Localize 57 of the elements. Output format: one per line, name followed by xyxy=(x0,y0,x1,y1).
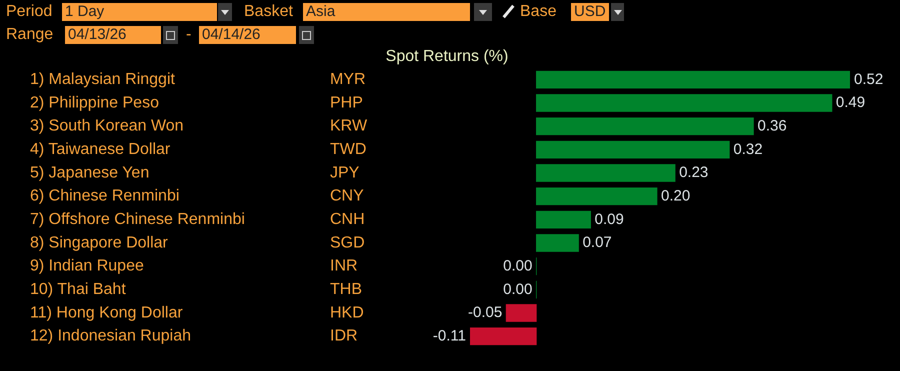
data-label: 0.00 xyxy=(503,280,532,298)
text: 04/13/26 xyxy=(65,26,161,44)
bar xyxy=(536,234,579,252)
y-tick-label: 11) Hong Kong Dollar xyxy=(30,304,184,322)
y2-tick-label: JPY xyxy=(330,164,360,182)
y2-tick-label: MYR xyxy=(330,71,366,88)
y-tick-label: 3) South Korean Won xyxy=(30,118,184,135)
bar xyxy=(470,328,537,346)
y2-tick-label: INR xyxy=(330,258,358,275)
bar xyxy=(536,140,730,158)
y-tick-label: 2) Philippine Peso xyxy=(30,94,160,112)
y2-tick-label: PHP xyxy=(330,94,363,112)
bar xyxy=(536,70,850,88)
y-tick-label: 12) Indonesian Rupiah xyxy=(30,328,192,345)
text: Asia xyxy=(303,3,470,21)
data-label: -0.05 xyxy=(468,304,502,322)
y2-tick-label: TWD xyxy=(330,141,366,158)
bar xyxy=(536,118,754,136)
y2-tick-label: SGD xyxy=(330,234,365,252)
y-tick-label: 9) Indian Rupee xyxy=(30,258,144,275)
chart-title: Spot Returns (%) xyxy=(384,48,510,66)
data-label: -0.11 xyxy=(432,327,466,344)
y-tick-label: 7) Offshore Chinese Renminbi xyxy=(30,211,245,228)
y-tick-label: 5) Japanese Yen xyxy=(30,164,150,182)
y2-tick-label: THB xyxy=(330,281,362,298)
bar xyxy=(536,210,591,228)
text: 04/14/26 xyxy=(199,26,296,44)
y2-tick-label: HKD xyxy=(330,304,364,322)
y-tick-label: 10) Thai Baht xyxy=(30,281,126,298)
y-tick-label: 8) Singapore Dollar xyxy=(30,234,169,252)
data-label: 0.23 xyxy=(679,164,708,182)
data-label: 0.07 xyxy=(582,234,612,252)
data-label: 0.32 xyxy=(733,140,763,158)
data-label: 0.49 xyxy=(836,94,866,112)
y-tick-label: 6) Chinese Renminbi xyxy=(30,188,180,205)
bar xyxy=(536,94,832,112)
text: 1 Day xyxy=(62,3,217,21)
text: - xyxy=(186,26,192,44)
y2-tick-label: CNY xyxy=(330,188,364,205)
data-label: 0.36 xyxy=(757,117,787,134)
data-label: 0.20 xyxy=(660,187,690,204)
bar xyxy=(536,188,658,206)
y2-tick-label: IDR xyxy=(330,328,358,345)
y-tick-label: 1) Malaysian Ringgit xyxy=(30,71,176,88)
bar xyxy=(506,304,537,322)
y2-tick-label: CNH xyxy=(330,211,365,228)
text: Range xyxy=(6,26,54,44)
y2-tick-label: KRW xyxy=(330,118,368,135)
data-label: 0.00 xyxy=(503,257,532,274)
text: Basket xyxy=(244,3,293,21)
text: Period xyxy=(6,3,52,21)
text: Base xyxy=(520,3,556,21)
y-tick-label: 4) Taiwanese Dollar xyxy=(30,141,171,158)
bar xyxy=(536,164,676,182)
text: USD xyxy=(571,3,609,21)
data-label: 0.09 xyxy=(594,210,624,228)
data-label: 0.52 xyxy=(854,70,884,88)
